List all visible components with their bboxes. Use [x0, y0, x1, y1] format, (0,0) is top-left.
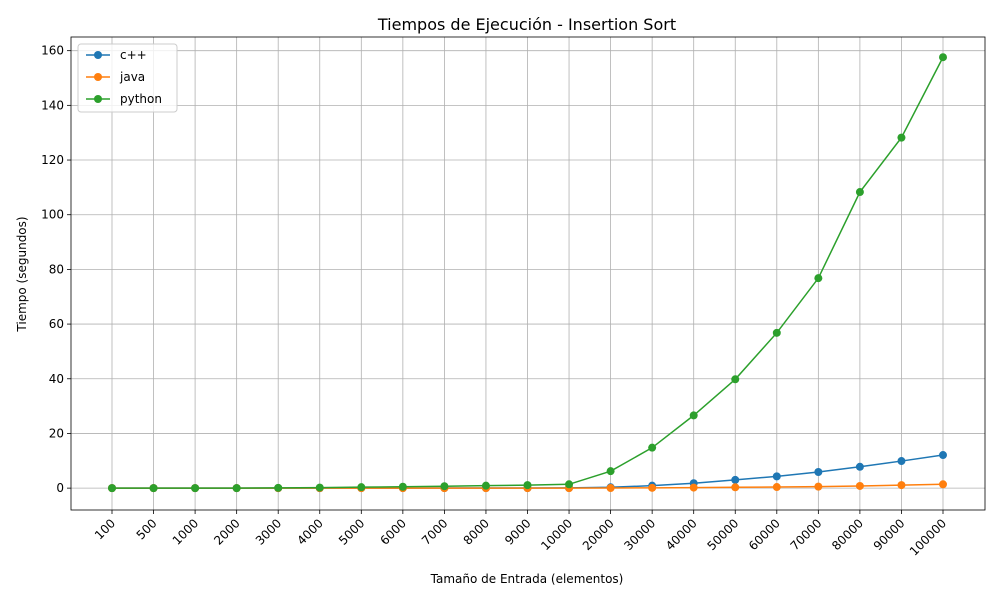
data-point: [689, 411, 698, 420]
data-point: [855, 481, 864, 490]
data-point: [689, 483, 698, 492]
data-point: [897, 457, 906, 466]
legend-item: c++: [86, 48, 147, 62]
data-point: [606, 483, 615, 492]
plot-frame: [70, 36, 986, 511]
y-axis: 0 20 40 60 80 100 120 140 160: [41, 44, 71, 495]
data-point: [855, 188, 864, 197]
data-point: [398, 482, 407, 491]
data-point: [731, 475, 740, 484]
data-point: [440, 482, 449, 491]
data-point: [108, 484, 116, 493]
data-point: [315, 483, 324, 492]
data-point: [731, 483, 740, 492]
legend-marker: [94, 95, 102, 103]
legend-box: [77, 43, 178, 113]
data-point: [814, 467, 823, 476]
legend: c++ java python: [77, 43, 178, 113]
data-point: [939, 53, 947, 62]
data-point: [772, 483, 781, 492]
data-point: [565, 480, 574, 489]
data-point: [648, 443, 657, 452]
data-point: [274, 483, 283, 492]
y-tick-label: 120: [41, 153, 64, 167]
data-point: [481, 481, 490, 490]
legend-label: c++: [120, 48, 147, 62]
data-point: [731, 375, 740, 384]
data-point: [772, 328, 781, 337]
data-point: [897, 481, 906, 490]
y-tick-label: 100: [41, 208, 64, 222]
x-axis-label: Tamaño de Entrada (elementos): [430, 572, 624, 586]
data-point: [357, 483, 366, 492]
data-point: [897, 133, 906, 142]
y-tick-label: 140: [41, 98, 64, 112]
legend-label: python: [120, 92, 162, 106]
y-tick-label: 80: [49, 262, 64, 276]
y-tick-label: 160: [41, 44, 64, 58]
legend-item: java: [86, 70, 145, 84]
plot-border: [70, 36, 986, 511]
legend-label: java: [119, 70, 145, 84]
y-axis-label: Tiempo (segundos): [15, 216, 29, 332]
legend-marker: [94, 73, 102, 81]
series-python: [108, 53, 947, 493]
data-point: [939, 480, 947, 489]
series-layer: [108, 53, 947, 493]
y-tick-label: 20: [49, 426, 64, 440]
data-point: [939, 451, 947, 460]
data-point: [814, 274, 823, 283]
data-point: [855, 462, 864, 471]
data-point: [232, 484, 241, 493]
y-tick-label: 0: [56, 481, 64, 495]
data-point: [606, 467, 615, 476]
data-point: [648, 483, 657, 492]
y-tick-label: 40: [49, 372, 64, 386]
legend-item: python: [86, 92, 162, 106]
data-point: [149, 484, 158, 493]
y-tick-label: 60: [49, 317, 64, 331]
data-point: [772, 472, 781, 481]
legend-marker: [94, 51, 102, 59]
data-point: [523, 481, 532, 490]
data-point: [191, 484, 200, 493]
chart-title: Tiempos de Ejecución - Insertion Sort: [377, 15, 676, 34]
data-point: [814, 482, 823, 491]
